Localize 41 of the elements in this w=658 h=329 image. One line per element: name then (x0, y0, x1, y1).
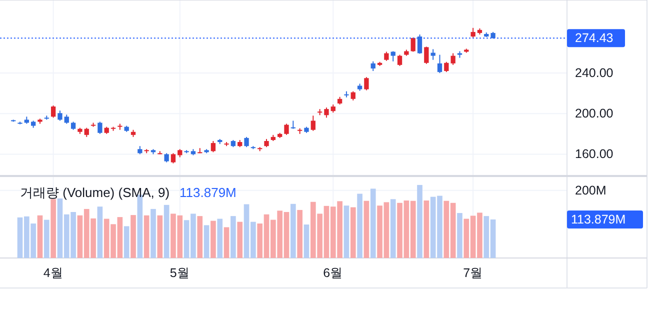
bar (224, 227, 230, 258)
y-tick-label: 200.00 (575, 106, 614, 121)
bar (370, 188, 376, 258)
x-tick-label: 5월 (170, 266, 190, 280)
bar (230, 216, 236, 258)
ref-line-label: 274.43 (575, 31, 614, 46)
bar (390, 199, 396, 258)
bar (424, 200, 430, 258)
bar (157, 215, 163, 258)
bar (290, 204, 296, 258)
annotation: 113.879M (180, 185, 236, 200)
bar (217, 218, 223, 258)
bar (304, 224, 310, 258)
bar (197, 216, 203, 258)
bar (144, 215, 150, 258)
bar (50, 199, 56, 258)
bar (297, 210, 302, 258)
bar (150, 208, 156, 258)
y-tick-label: 240.00 (575, 66, 614, 80)
bar (457, 213, 462, 258)
bar (130, 215, 136, 258)
bar (204, 225, 210, 258)
x-tick-label: 6월 (323, 266, 344, 280)
bar (97, 206, 103, 258)
y-tick-label: 160.00 (575, 147, 614, 162)
bar (417, 184, 422, 258)
x-tick-label: 4월 (43, 266, 64, 280)
bar (210, 220, 216, 258)
bar (37, 215, 43, 258)
bar (357, 194, 362, 258)
text: 113.879M (571, 212, 626, 226)
y-tick-label: 200M (575, 183, 606, 198)
bar (237, 222, 243, 258)
bar (364, 200, 370, 258)
bar (44, 220, 50, 258)
bar (124, 226, 130, 258)
bar (164, 204, 170, 258)
bar (344, 206, 350, 258)
x-tick-label: 7월 (463, 266, 484, 280)
text: 거래량 (Volume) (SMA, 9) (20, 185, 170, 200)
bar (350, 207, 356, 258)
